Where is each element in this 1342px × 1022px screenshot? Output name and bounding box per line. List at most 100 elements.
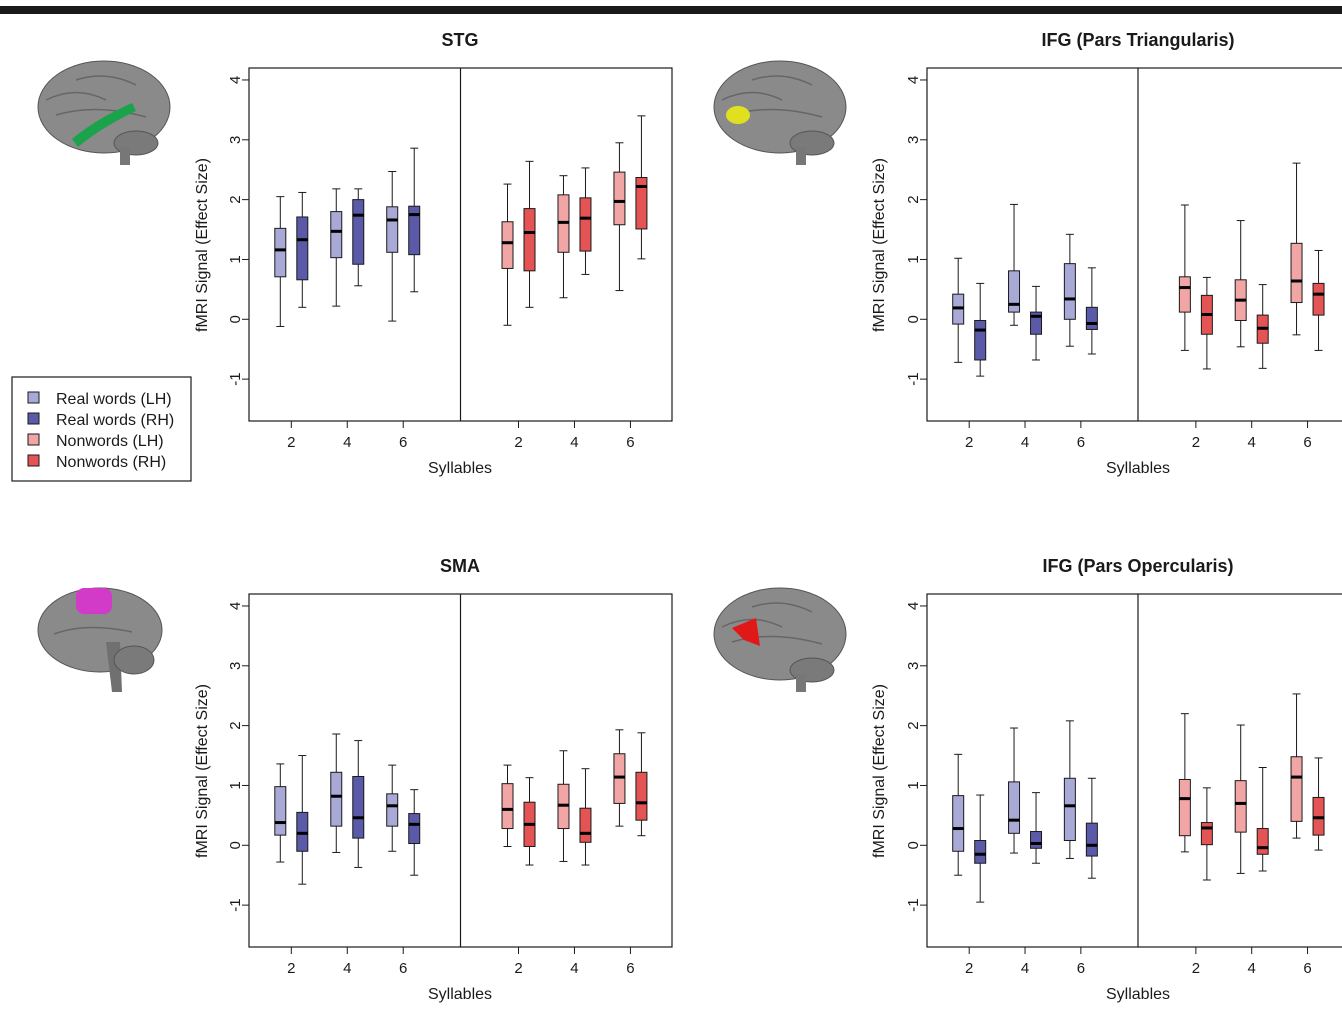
y-axis-label: fMRI Signal (Effect Size): [194, 158, 211, 332]
box-body: [1234, 780, 1247, 833]
x-tick-label: 6: [1077, 960, 1085, 977]
x-axis-label: Syllables: [428, 986, 492, 1003]
box: [330, 188, 343, 307]
boxplot-panel: -1 0 1 2 3 4 2 4 6 2 4 6: [905, 593, 1342, 977]
box: [352, 188, 365, 287]
box: [557, 750, 570, 862]
y-axis-label: fMRI Signal (Effect Size): [871, 684, 888, 858]
panel-title: IFG (Pars Triangularis): [1041, 30, 1234, 50]
y-tick-label: 4: [227, 602, 244, 610]
boxplot-panel: -1 0 1 2 3 4 2 4 6 2 4 6: [227, 593, 673, 977]
legend-swatch: [27, 433, 40, 446]
box: [1256, 284, 1269, 369]
x-tick-label: 2: [965, 434, 973, 451]
plot-frame: [926, 67, 1342, 422]
x-tick-label: 2: [287, 960, 295, 977]
box-body: [1008, 270, 1021, 313]
box-body: [635, 771, 648, 821]
x-tick-label: 6: [1077, 434, 1085, 451]
y-tick-label: 2: [227, 195, 244, 203]
box-body: [1200, 822, 1213, 846]
box: [1085, 777, 1098, 879]
y-tick-label: -1: [905, 372, 922, 385]
box: [1290, 693, 1303, 839]
y-tick-label: 0: [227, 315, 244, 323]
x-tick-label: 6: [626, 434, 634, 451]
box: [1030, 792, 1043, 864]
y-tick-label: 3: [227, 662, 244, 670]
box: [1178, 204, 1191, 351]
box: [296, 755, 309, 885]
box: [579, 167, 592, 275]
y-tick-label: 2: [905, 721, 922, 729]
box: [613, 142, 626, 292]
box: [952, 753, 965, 876]
y-tick-label: -1: [905, 898, 922, 911]
box: [330, 733, 343, 853]
y-axis-label: fMRI Signal (Effect Size): [194, 684, 211, 858]
box: [1178, 713, 1191, 853]
x-tick-label: 2: [287, 434, 295, 451]
box-body: [1178, 276, 1191, 313]
box-body: [1256, 828, 1269, 855]
x-axis-label: Syllables: [1106, 460, 1170, 477]
x-tick-label: 2: [1192, 960, 1200, 977]
box-body: [635, 176, 648, 230]
y-tick-label: 0: [227, 841, 244, 849]
legend-label: Nonwords (RH): [56, 454, 166, 471]
x-tick-label: 4: [343, 960, 351, 977]
x-tick-label: 4: [1248, 960, 1256, 977]
box-body: [1030, 311, 1043, 335]
box-body: [974, 319, 987, 361]
box: [1234, 220, 1247, 348]
box: [274, 763, 287, 863]
box: [1008, 727, 1021, 854]
y-tick-label: 4: [227, 76, 244, 84]
box: [1200, 276, 1213, 370]
brain-stg-icon: [37, 60, 171, 165]
x-axis-label: Syllables: [1106, 986, 1170, 1003]
box: [408, 147, 421, 293]
y-tick-label: 0: [905, 315, 922, 323]
top-rule: [0, 6, 1342, 14]
box-body: [296, 216, 309, 281]
y-tick-label: 2: [227, 721, 244, 729]
panel-title: STG: [441, 30, 478, 50]
x-tick-label: 6: [1303, 960, 1311, 977]
x-tick-label: 6: [399, 960, 407, 977]
panel-title: SMA: [440, 556, 480, 576]
box: [386, 764, 399, 852]
box: [1063, 720, 1076, 859]
box: [1312, 249, 1325, 351]
y-axis-label: fMRI Signal (Effect Size): [871, 158, 888, 332]
box-body: [1290, 756, 1303, 822]
box: [1085, 267, 1098, 355]
x-tick-label: 2: [965, 960, 973, 977]
box: [352, 740, 365, 868]
box-body: [1030, 831, 1043, 849]
y-tick-label: 3: [905, 136, 922, 144]
box-body: [274, 227, 287, 278]
box: [635, 115, 648, 260]
box: [1008, 203, 1021, 326]
box-body: [523, 208, 536, 272]
panel-title: IFG (Pars Opercularis): [1042, 556, 1233, 576]
box: [523, 160, 536, 308]
y-tick-label: -1: [227, 898, 244, 911]
x-tick-label: 2: [514, 434, 522, 451]
box-body: [352, 199, 365, 265]
x-tick-label: 2: [1192, 434, 1200, 451]
x-tick-label: 6: [626, 960, 634, 977]
x-tick-label: 4: [343, 434, 351, 451]
box-body: [613, 171, 626, 226]
box-body: [386, 206, 399, 253]
box: [523, 777, 536, 866]
box-body: [974, 840, 987, 864]
box: [974, 282, 987, 377]
plot-frame: [926, 593, 1342, 948]
brain-ifg-oper-icon: [713, 587, 847, 692]
box-body: [579, 807, 592, 843]
brain-ifg-tri-icon: [713, 60, 847, 165]
legend-swatch: [27, 412, 40, 425]
